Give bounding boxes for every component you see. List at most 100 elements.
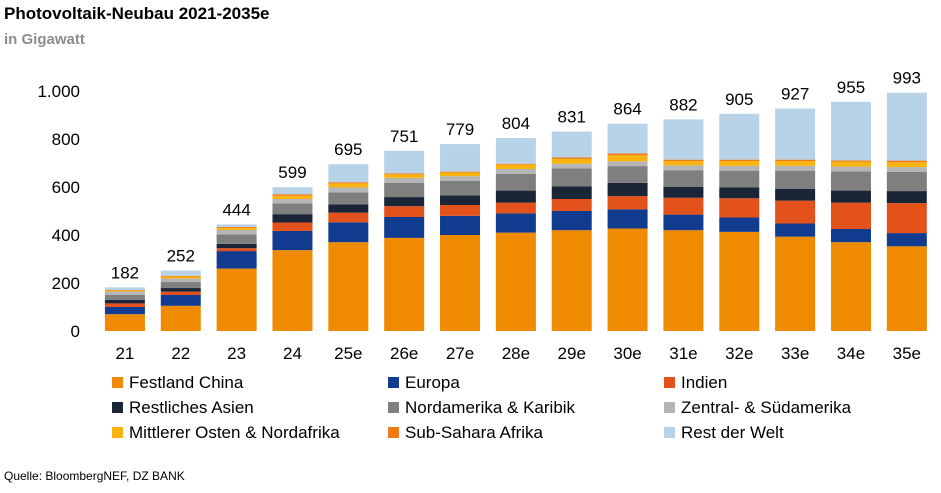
bar-segment (495, 138, 536, 164)
bar-segment (886, 233, 927, 247)
bar-segment (830, 171, 871, 191)
x-tick-label: 28e (502, 344, 530, 363)
x-tick-label: 32e (725, 344, 753, 363)
bar-segment (328, 222, 369, 243)
bar-segment (328, 183, 369, 188)
bar-segment (495, 213, 536, 233)
x-tick-label: 34e (837, 344, 865, 363)
bar-segment (607, 166, 648, 183)
bar-total-label: 955 (837, 78, 865, 97)
bar-segment (551, 168, 592, 187)
bar-segment (830, 242, 871, 331)
bar-segment (495, 163, 536, 165)
x-tick-label: 33e (781, 344, 809, 363)
x-tick-label: 24 (283, 344, 302, 363)
legend-swatch (664, 402, 675, 413)
bar-segment (607, 153, 648, 156)
bar-segment (663, 197, 704, 215)
bar-segment (272, 250, 313, 331)
bar-segment (495, 190, 536, 203)
bar-total-label: 252 (167, 247, 195, 266)
bar-segment (272, 187, 313, 195)
bar-segment (160, 305, 201, 331)
bar-segment (160, 278, 201, 283)
bar-segment (775, 223, 816, 237)
bar-total-label: 882 (669, 95, 697, 114)
bar-segment (272, 230, 313, 251)
bar-segment (886, 171, 927, 192)
bar-segment (775, 200, 816, 224)
bar-segment (440, 181, 481, 196)
bar-segment (384, 237, 425, 331)
bar-segment (440, 215, 481, 235)
legend-label: Nordamerika & Karibik (405, 397, 576, 417)
bar-segment (104, 287, 145, 290)
bar-segment (384, 197, 425, 207)
chart-subtitle: in Gigawatt (4, 31, 85, 48)
bar-segment (663, 230, 704, 331)
bar-segment (328, 187, 369, 193)
bar-total-label: 182 (111, 263, 139, 282)
x-tick-label: 35e (893, 344, 921, 363)
bar-segment (663, 119, 704, 160)
bar-segment (830, 160, 871, 162)
x-tick-label: 25e (334, 344, 362, 363)
bar-segment (607, 209, 648, 229)
bar-segment (216, 228, 257, 230)
legend-item: Nordamerika & Karibik (388, 396, 664, 419)
bar-segment (272, 194, 313, 196)
bar-total-label: 864 (613, 100, 641, 119)
bar-segment (663, 187, 704, 198)
bar-segment (216, 227, 257, 229)
bar-segment (663, 159, 704, 162)
bar-segment (328, 182, 369, 184)
bar-segment (719, 187, 760, 199)
bar-segment (719, 161, 760, 166)
legend-item: Europa (388, 371, 664, 394)
bar-segment (886, 167, 927, 172)
bar-segment (830, 229, 871, 243)
bar-segment (104, 295, 145, 300)
bar-segment (607, 123, 648, 154)
bar-total-label: 804 (502, 114, 530, 133)
bar-segment (607, 182, 648, 197)
legend-item: Rest der Welt (664, 421, 932, 444)
bar-segment (160, 275, 201, 277)
bar-segment (272, 199, 313, 204)
bar-segment (495, 173, 536, 191)
bar-segment (607, 228, 648, 331)
bar-segment (495, 202, 536, 214)
y-tick-label: 600 (52, 178, 80, 197)
y-tick-label: 200 (52, 274, 80, 293)
bar-segment (551, 158, 592, 164)
bar-segment (328, 192, 369, 205)
bar-segment (104, 307, 145, 315)
x-tick-label: 23 (227, 344, 246, 363)
bar-segment (216, 248, 257, 252)
legend-label: Sub-Sahara Afrika (405, 422, 543, 442)
bar-segment (328, 164, 369, 183)
bar-segment (830, 161, 871, 167)
legend-label: Zentral- & Südamerika (681, 397, 852, 417)
legend-label: Festland China (129, 372, 244, 392)
bar-segment (886, 160, 927, 163)
bar-segment (104, 303, 145, 307)
bar-segment (440, 195, 481, 205)
bar-segment (384, 173, 425, 175)
x-tick-label: 31e (669, 344, 697, 363)
bar-segment (272, 214, 313, 223)
bar-segment (775, 170, 816, 189)
bar-segment (663, 165, 704, 171)
bar-total-label: 993 (893, 69, 921, 88)
bar-segment (775, 159, 816, 162)
bar-segment (719, 231, 760, 331)
legend-swatch (388, 402, 399, 413)
bar-segment (830, 202, 871, 229)
bar-segment (216, 251, 257, 269)
legend-swatch (664, 377, 675, 388)
bar-segment (663, 161, 704, 166)
legend-item: Sub-Sahara Afrika (388, 421, 664, 444)
bar-segment (328, 242, 369, 331)
bar-segment (440, 172, 481, 177)
bar-segment (719, 159, 760, 162)
